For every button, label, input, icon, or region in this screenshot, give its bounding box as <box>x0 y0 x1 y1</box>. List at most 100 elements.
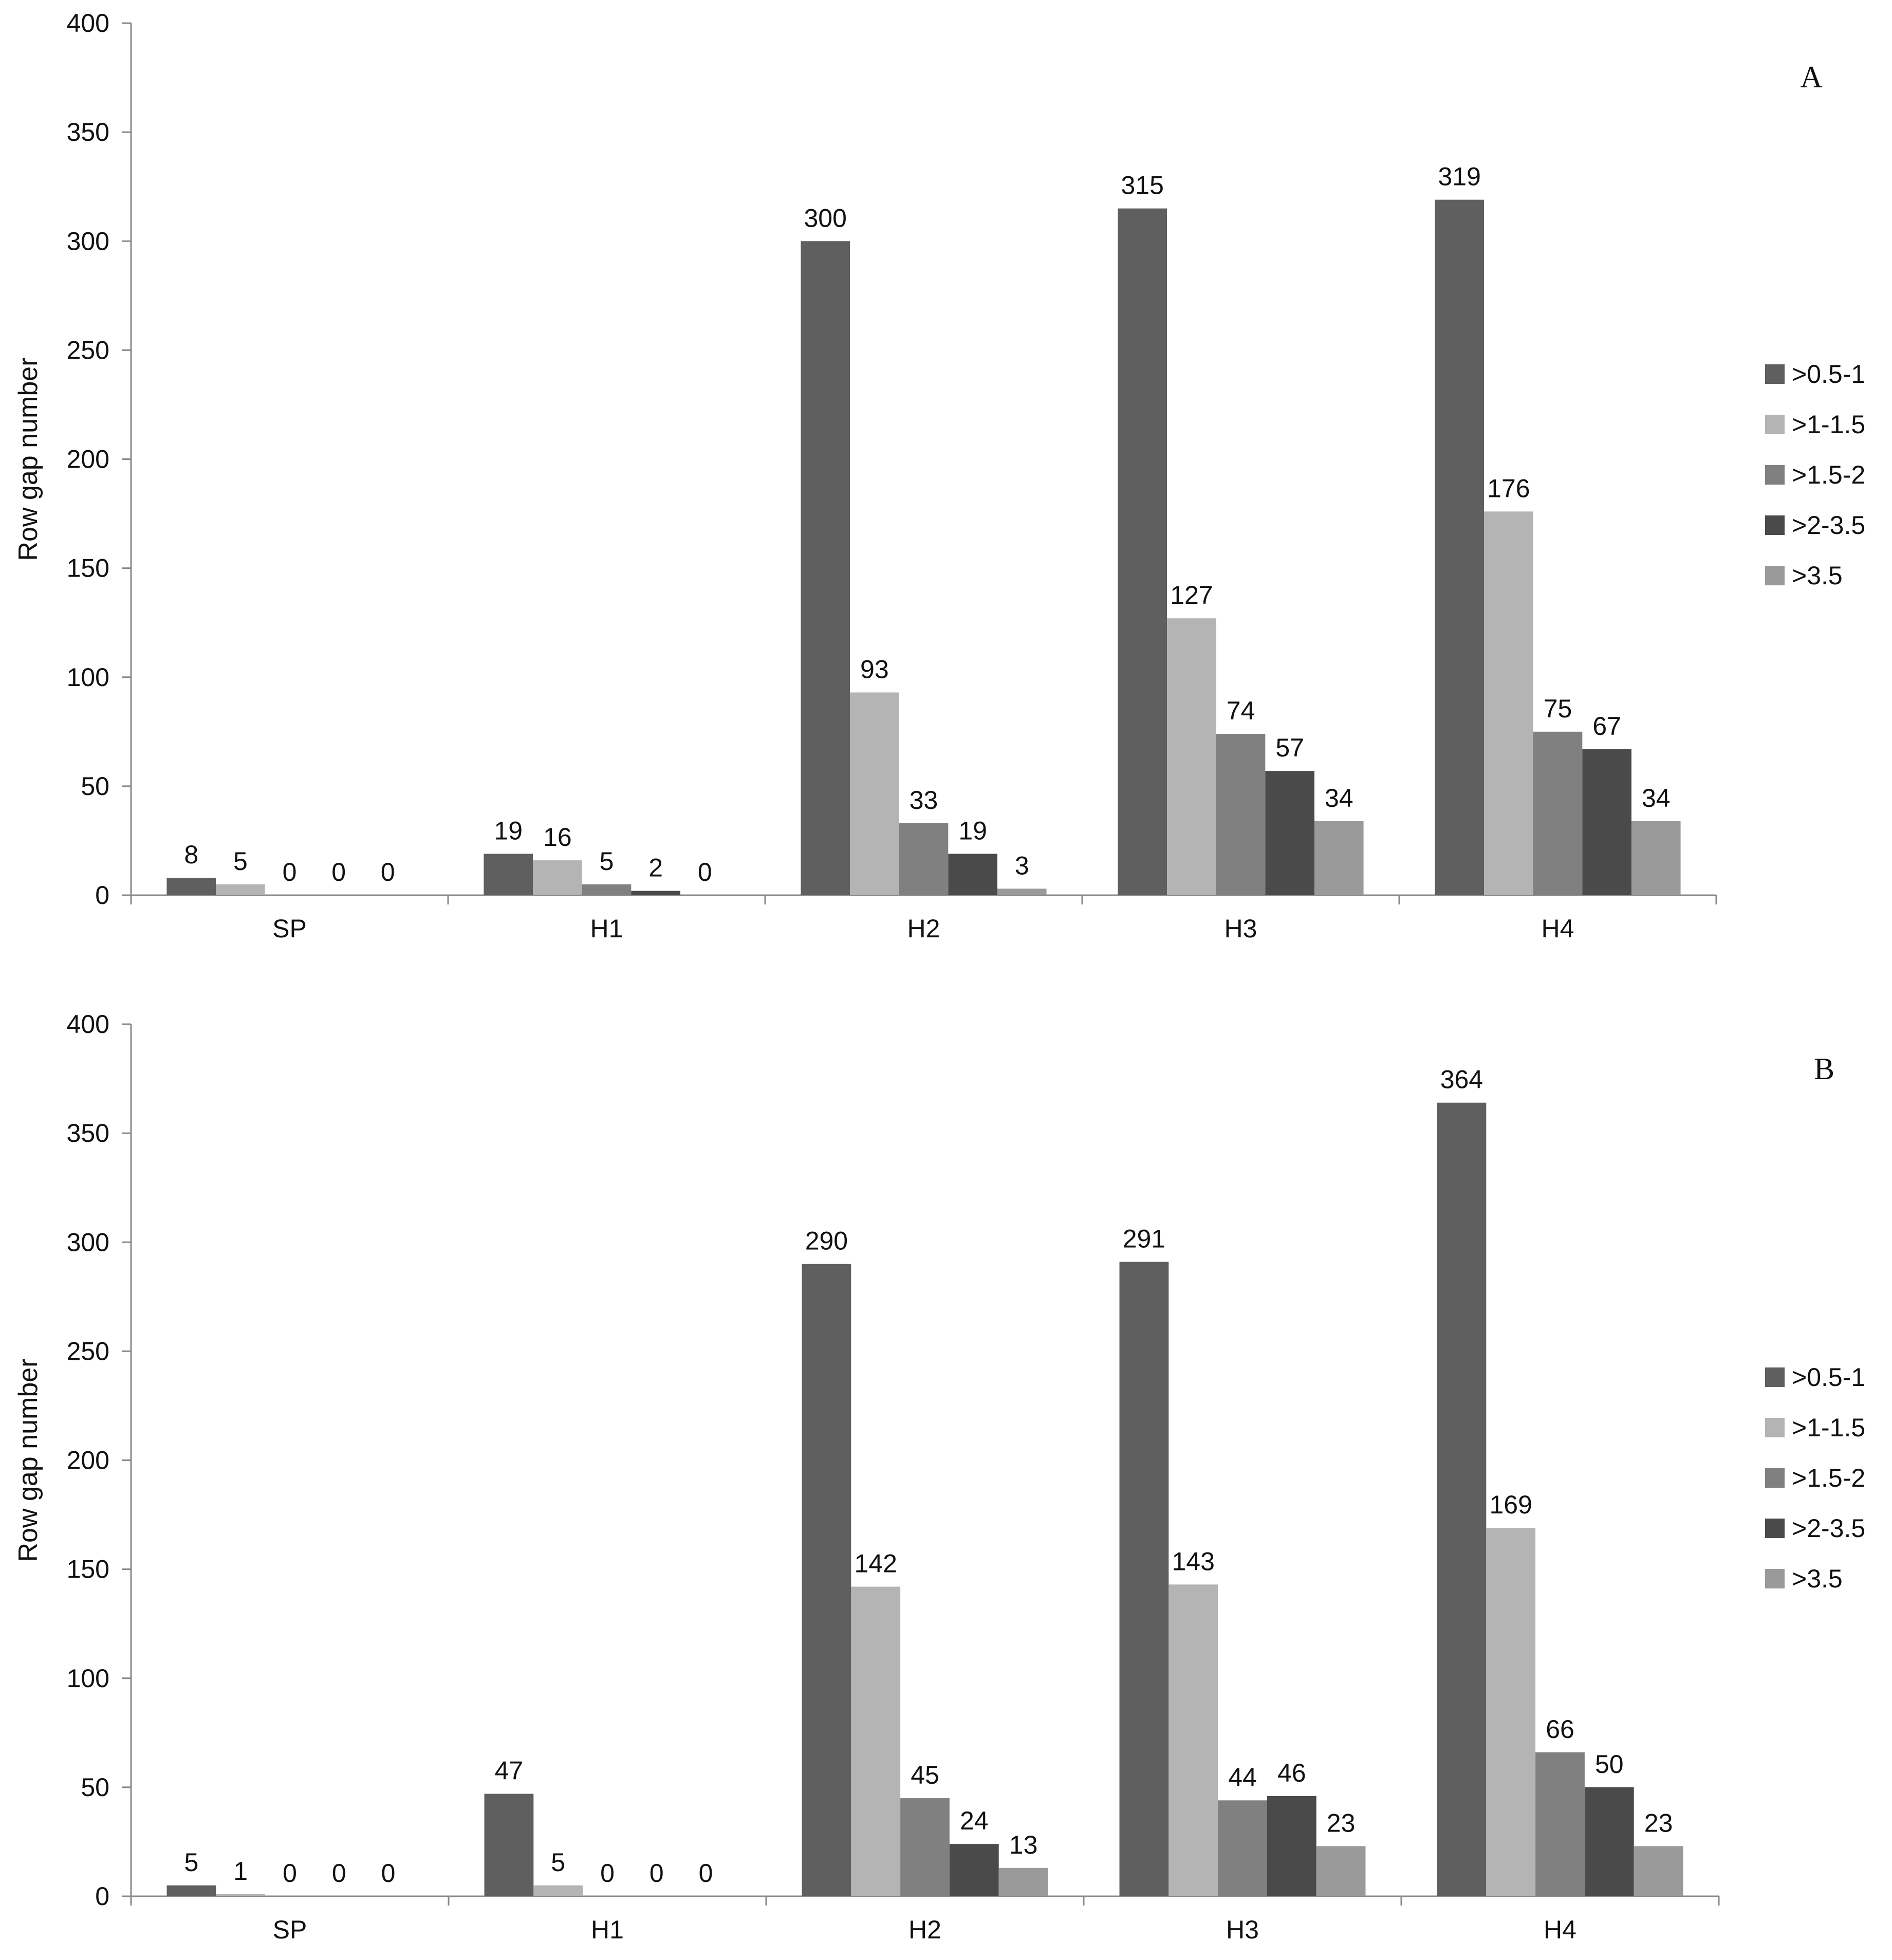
bar <box>802 1264 851 1896</box>
legend-swatch <box>1765 1418 1785 1437</box>
data-label: 16 <box>543 823 572 852</box>
data-label: 169 <box>1489 1490 1532 1519</box>
legend-swatch <box>1765 1468 1785 1488</box>
data-label: 93 <box>860 655 889 683</box>
bar <box>484 1793 534 1896</box>
data-label: 45 <box>911 1761 939 1789</box>
bar <box>1582 749 1631 895</box>
bar <box>1535 1752 1585 1896</box>
x-tick-label: H3 <box>1225 914 1257 943</box>
legend-swatch <box>1765 364 1785 384</box>
data-label: 24 <box>960 1806 989 1835</box>
data-label: 143 <box>1172 1547 1214 1576</box>
legend-label: >0.5-1 <box>1792 1363 1865 1392</box>
legend-label: >1-1.5 <box>1792 410 1865 439</box>
bar <box>900 1798 950 1896</box>
bar <box>484 854 533 895</box>
y-tick-label: 300 <box>67 1228 109 1256</box>
data-label: 75 <box>1544 694 1572 723</box>
data-label: 74 <box>1227 696 1255 725</box>
bar <box>948 854 997 895</box>
data-label: 67 <box>1592 712 1621 741</box>
legend-label: >1-1.5 <box>1792 1413 1865 1442</box>
y-tick-label: 200 <box>67 1446 109 1475</box>
y-tick-label: 0 <box>95 881 109 910</box>
bar <box>1584 1787 1634 1896</box>
data-label: 23 <box>1644 1808 1673 1837</box>
bar <box>997 889 1047 895</box>
bar <box>1119 1262 1169 1896</box>
data-label: 315 <box>1121 171 1164 200</box>
data-label: 0 <box>698 858 712 886</box>
bar <box>533 860 582 895</box>
legend-swatch <box>1765 1519 1785 1538</box>
data-label: 50 <box>1595 1750 1624 1779</box>
x-tick-label: H1 <box>591 1915 624 1944</box>
y-tick-label: 350 <box>67 118 109 146</box>
bar <box>1634 1846 1683 1896</box>
x-tick-label: H4 <box>1542 914 1574 943</box>
data-label: 23 <box>1327 1808 1356 1837</box>
legend-swatch <box>1765 1367 1785 1387</box>
data-label: 319 <box>1438 162 1481 191</box>
data-label: 47 <box>495 1756 524 1785</box>
bar <box>1168 1584 1218 1896</box>
data-label: 46 <box>1277 1759 1306 1787</box>
data-label: 0 <box>650 1859 664 1888</box>
y-tick-label: 200 <box>67 445 109 474</box>
data-label: 1 <box>233 1857 248 1885</box>
bar <box>533 1885 583 1896</box>
data-label: 142 <box>854 1549 897 1578</box>
y-tick-label: 100 <box>67 663 109 692</box>
data-label: 3 <box>1015 851 1029 880</box>
y-tick-label: 250 <box>67 336 109 364</box>
data-label: 33 <box>910 786 938 815</box>
bar <box>582 884 632 895</box>
data-label: 5 <box>233 847 248 876</box>
bar <box>949 1844 999 1896</box>
data-label: 0 <box>699 1859 713 1888</box>
data-label: 2 <box>648 854 663 882</box>
data-label: 291 <box>1123 1224 1165 1253</box>
data-label: 44 <box>1228 1763 1257 1791</box>
bar <box>899 823 949 895</box>
data-label: 300 <box>804 204 847 232</box>
bar <box>1484 511 1533 895</box>
data-label: 0 <box>331 858 346 886</box>
bar <box>801 241 850 895</box>
y-tick-label: 300 <box>67 227 109 255</box>
legend-swatch <box>1765 566 1785 585</box>
bar <box>850 692 899 895</box>
bar <box>998 1867 1048 1896</box>
x-tick-label: SP <box>273 1915 307 1944</box>
bar <box>631 891 680 895</box>
legend-swatch <box>1765 515 1785 535</box>
bar <box>851 1586 901 1896</box>
y-tick-label: 250 <box>67 1337 109 1365</box>
data-label: 127 <box>1170 581 1213 609</box>
data-label: 5 <box>184 1848 199 1877</box>
data-label: 5 <box>600 847 614 876</box>
x-tick-label: H2 <box>907 914 940 943</box>
y-axis-title: Row gap number <box>13 358 43 561</box>
y-tick-label: 50 <box>81 1773 109 1802</box>
bar <box>1435 199 1485 896</box>
y-tick-label: 400 <box>67 1010 109 1039</box>
y-axis-title: Row gap number <box>13 1359 43 1562</box>
legend-label: >3.5 <box>1792 561 1843 590</box>
legend-swatch <box>1765 1569 1785 1588</box>
data-label: 34 <box>1642 784 1671 812</box>
y-tick-label: 0 <box>95 1882 109 1911</box>
legend-swatch <box>1765 465 1785 485</box>
x-tick-label: H2 <box>908 1915 941 1944</box>
data-label: 0 <box>381 1859 396 1888</box>
data-label: 0 <box>283 1859 297 1888</box>
legend-label: >3.5 <box>1792 1564 1843 1593</box>
panel-label: B <box>1814 1052 1834 1086</box>
bar <box>1216 734 1266 895</box>
data-label: 0 <box>332 1859 346 1888</box>
bar <box>216 1894 266 1896</box>
